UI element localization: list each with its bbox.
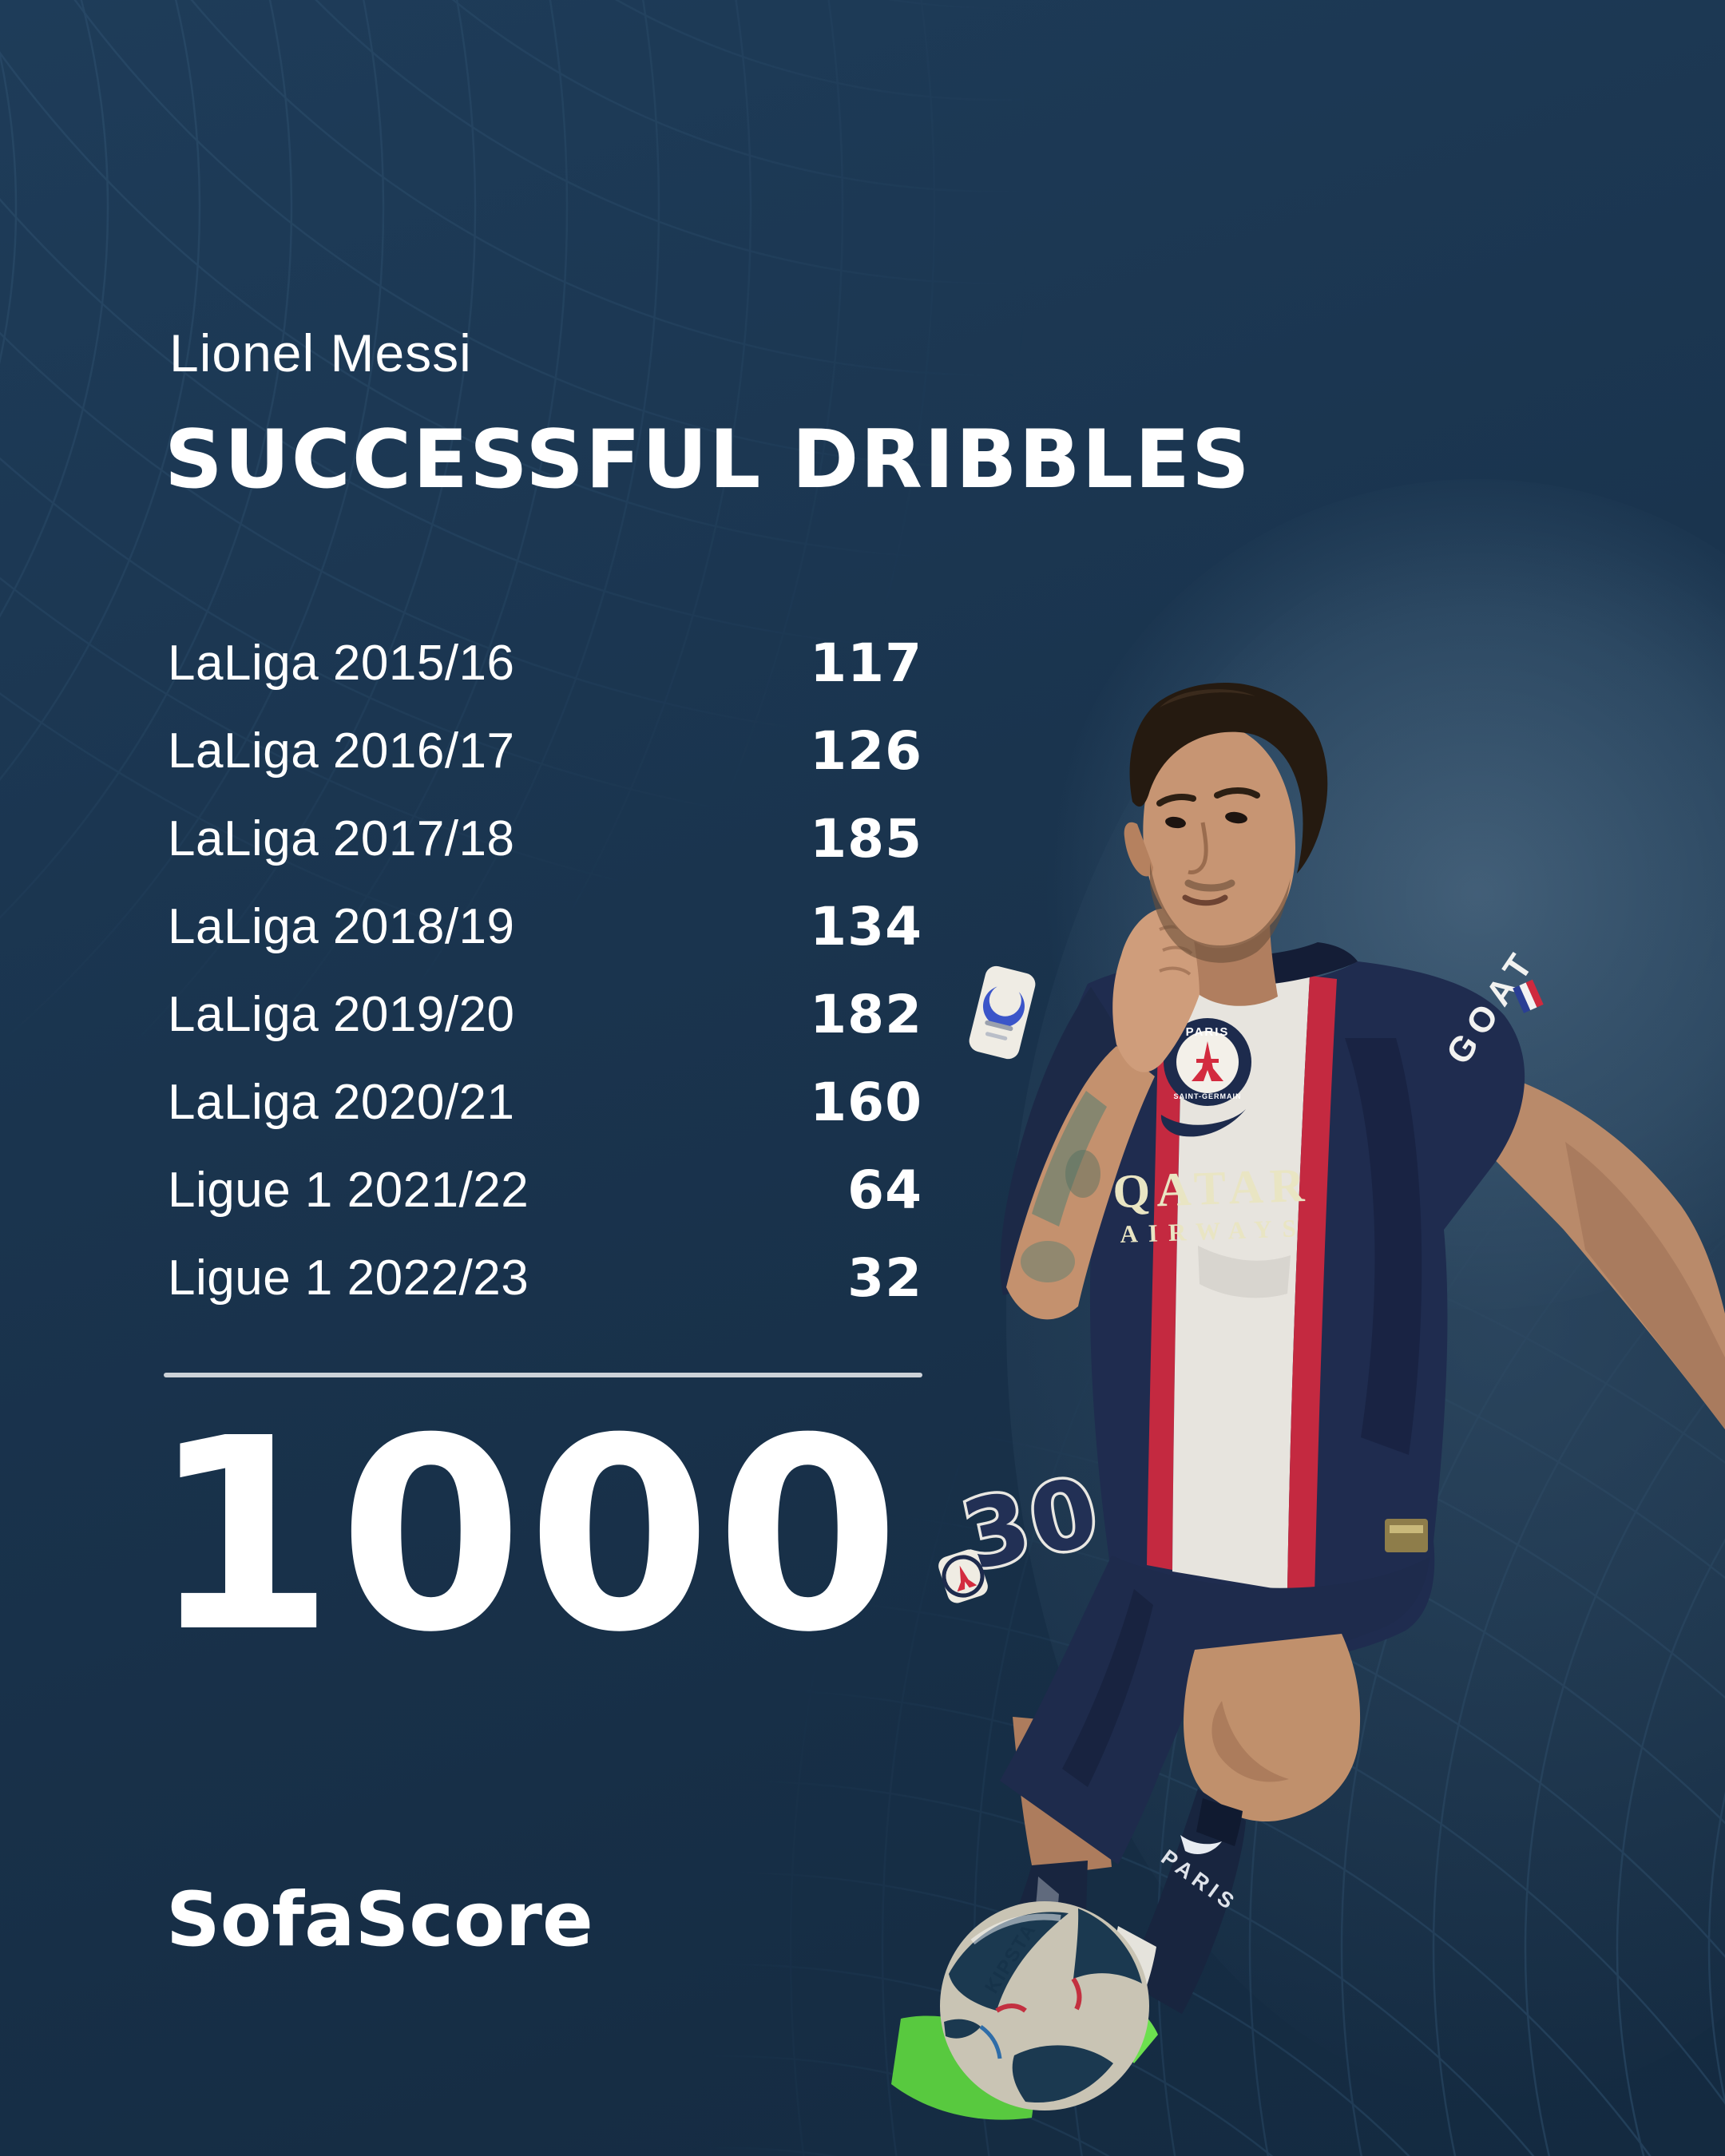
stat-value: 134 xyxy=(810,895,922,957)
stat-label: LaLiga 2015/16 xyxy=(168,635,515,691)
psg-crest-icon: PARIS SAINT-GERMAIN xyxy=(1164,1018,1251,1106)
messi-forward-leg: PARIS xyxy=(1102,1634,1361,2063)
stat-value: 185 xyxy=(810,807,922,870)
crest-paris-text: PARIS xyxy=(1186,1025,1230,1039)
jersey-gold-tag xyxy=(1385,1519,1428,1552)
stat-value: 64 xyxy=(847,1159,922,1221)
player-name: Lionel Messi xyxy=(169,323,472,382)
stat-value: 160 xyxy=(810,1071,922,1133)
stat-label: LaLiga 2017/18 xyxy=(168,810,515,866)
sock-swoosh-icon xyxy=(1180,1835,1222,1854)
french-flag-icon xyxy=(1513,979,1544,1013)
messi-head xyxy=(1124,682,1328,1006)
sponsor-qatar-text: QATAR xyxy=(1112,1159,1311,1219)
jersey-red-stripe-left xyxy=(1147,966,1184,1570)
stat-row: Ligue 1 2022/23 32 xyxy=(168,1234,922,1322)
psg-jersey: PARIS SAINT-GERMAIN QATAR AIRWAYS GOAT xyxy=(969,941,1545,1664)
stat-value: 126 xyxy=(810,719,922,782)
stat-label: Ligue 1 2021/22 xyxy=(168,1162,529,1218)
crest-saintgermain-text: SAINT-GERMAIN xyxy=(1174,1092,1242,1100)
stat-value: 182 xyxy=(810,983,922,1045)
messi-hair xyxy=(1129,682,1328,874)
page-title: SUCCESSFUL DRIBBLES xyxy=(165,412,1251,506)
stat-row: Ligue 1 2021/22 64 xyxy=(168,1146,922,1234)
stat-label: LaLiga 2019/20 xyxy=(168,986,515,1042)
stat-row: LaLiga 2019/20 182 xyxy=(168,970,922,1058)
stat-row: LaLiga 2018/19 134 xyxy=(168,882,922,970)
messi-beard xyxy=(1150,862,1291,963)
sponsor-airways-text: AIRWAYS xyxy=(1120,1214,1307,1248)
messi-right-arm xyxy=(1490,1082,1725,1429)
qatar-airways-sponsor: QATAR AIRWAYS xyxy=(1112,1159,1311,1248)
stat-row: LaLiga 2015/16 117 xyxy=(168,619,922,707)
shorts-crest-icon xyxy=(938,1549,988,1603)
stat-label: Ligue 1 2022/23 xyxy=(168,1250,529,1306)
stat-row: LaLiga 2020/21 160 xyxy=(168,1058,922,1146)
stat-value: 32 xyxy=(847,1246,922,1309)
nike-swoosh-icon xyxy=(1160,1109,1246,1137)
stats-list: LaLiga 2015/16 117 LaLiga 2016/17 126 La… xyxy=(168,619,922,1322)
sofascore-logo: SofaScore xyxy=(166,1877,593,1964)
divider xyxy=(164,1373,922,1377)
total-dribbles: 1000 xyxy=(150,1382,905,1690)
football-ball-icon: KIPSTA xyxy=(940,1901,1149,2110)
stat-value: 117 xyxy=(810,632,922,694)
ligue1-badge-icon xyxy=(969,965,1036,1060)
stat-label: LaLiga 2016/17 xyxy=(168,723,515,779)
jersey-red-stripe-right xyxy=(1287,976,1337,1595)
stat-label: LaLiga 2018/19 xyxy=(168,898,515,954)
stat-row: LaLiga 2017/18 185 xyxy=(168,795,922,882)
stat-label: LaLiga 2020/21 xyxy=(168,1074,515,1130)
stat-row: LaLiga 2016/17 126 xyxy=(168,707,922,795)
